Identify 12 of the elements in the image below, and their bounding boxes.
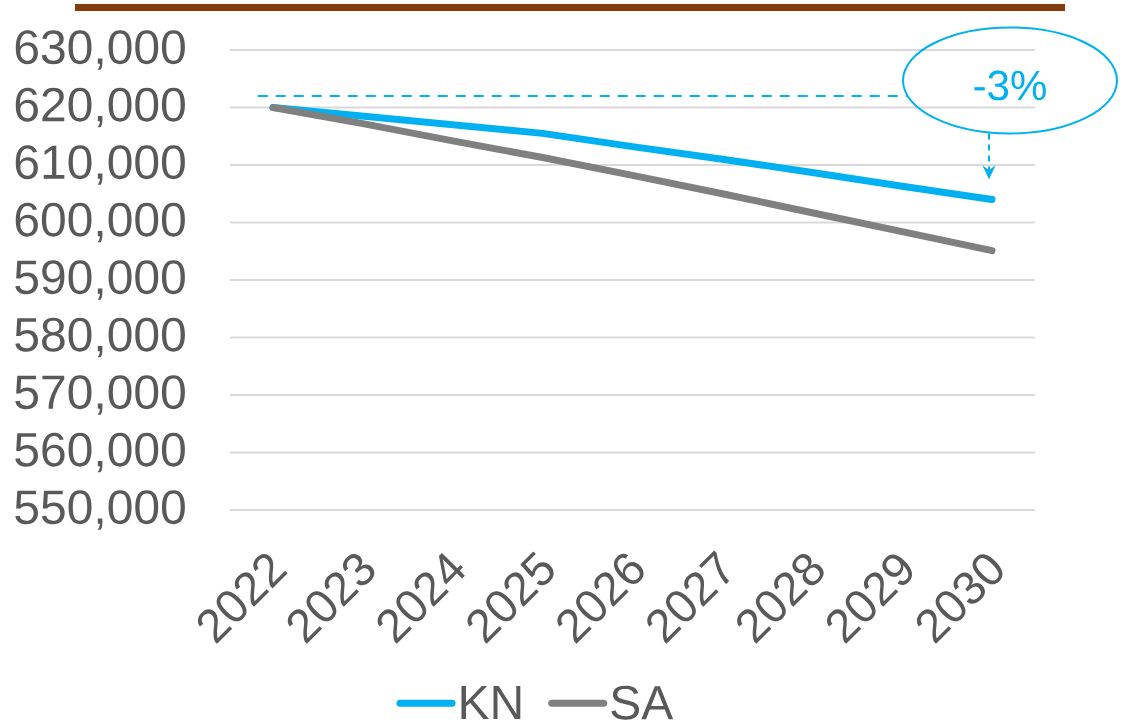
annotation: -3% [974,70,1046,101]
y-tick-label: 610,000 [15,145,185,185]
legend-label: SA [611,685,674,720]
legend-label: KN [461,685,521,719]
y-tick-label: 580,000 [15,317,185,358]
y-tick-label: 560,000 [15,432,185,473]
y-tick-label: 590,000 [15,260,185,300]
y-tick-label: 600,000 [15,202,185,243]
y-tick-label: 550,000 [15,490,185,530]
y-tick-label: 620,000 [15,87,185,128]
y-tick-label: 630,000 [15,30,185,70]
y-tick-label: 570,000 [15,375,185,415]
